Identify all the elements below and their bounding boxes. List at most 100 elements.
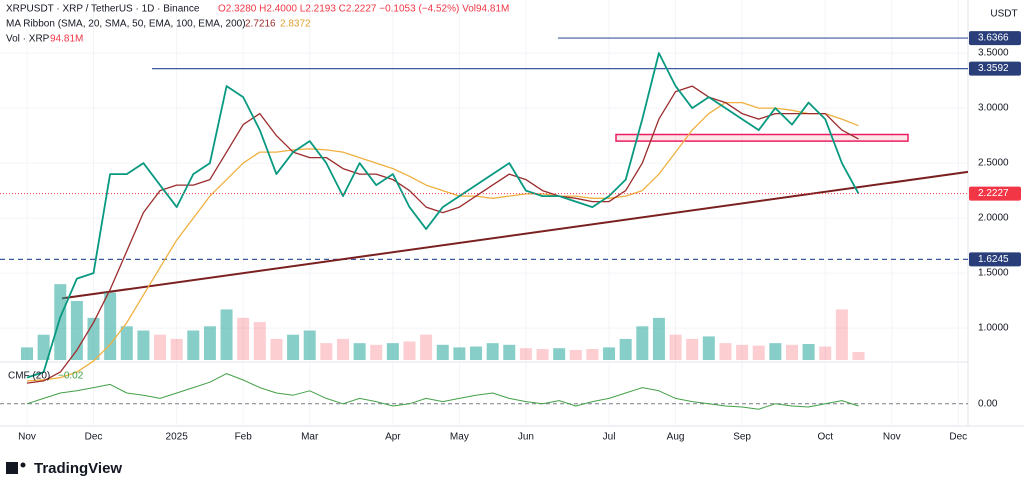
x-tick-label: Oct: [817, 432, 833, 443]
y-tick-label: 1.0000: [978, 323, 1009, 334]
volume-bar: [835, 309, 848, 360]
ribbon-label: MA Ribbon (SMA, 20, SMA, 50, EMA, 100, E…: [6, 19, 246, 30]
resistance-zone: [615, 133, 909, 142]
cmf-title: CMF (20): [8, 371, 50, 382]
volume-bar: [120, 326, 133, 360]
volume-bar: [486, 343, 499, 360]
marks: [0, 37, 969, 410]
volume-bar: [636, 326, 649, 360]
volume-bar: [403, 341, 416, 360]
volume-bar: [569, 349, 582, 360]
x-tick-label: 2025: [166, 432, 189, 443]
volume-bar: [719, 343, 732, 360]
moving-average: [26, 101, 859, 382]
moving-average: [26, 85, 859, 384]
x-tick-label: Feb: [235, 432, 253, 443]
logo: TradingView: [6, 460, 122, 477]
level-box: [969, 252, 1021, 267]
volume-value: 94.81M: [50, 34, 83, 45]
volume-bar: [187, 330, 200, 360]
y-tick-label: 1.5000: [978, 268, 1009, 279]
volume-bar: [270, 338, 283, 360]
brand: TradingView: [34, 460, 122, 477]
x-tick-label: Sep: [733, 432, 751, 443]
volume-bar: [420, 334, 433, 360]
volume-bar: [702, 336, 715, 360]
volume-bar: [819, 346, 832, 360]
x-tick-label: Apr: [385, 432, 401, 443]
volume-bar: [470, 346, 483, 360]
y-tick-label: 0.00: [978, 398, 998, 409]
volume-bar: [436, 344, 449, 360]
volume-bar: [536, 349, 549, 360]
volume-bar: [287, 334, 300, 360]
volume-label: Vol · XRP: [6, 34, 50, 45]
volume-bar: [736, 344, 749, 360]
volume-bar: [686, 338, 699, 360]
currency: USDT: [990, 9, 1017, 20]
volume-bar: [303, 330, 316, 360]
volume-bar: [87, 317, 100, 360]
volume-bar: [669, 334, 682, 360]
x-tick-label: May: [450, 432, 469, 443]
volume-bar: [553, 348, 566, 360]
cmf-line: [26, 373, 859, 410]
volume-bar: [603, 347, 616, 360]
volume-bar: [336, 338, 349, 360]
volume-bar: [370, 344, 383, 360]
volume-bar: [503, 344, 516, 360]
logo-mark: [20, 462, 26, 468]
trendline: [61, 170, 969, 300]
volume-bar: [519, 348, 532, 360]
ribbon-value: 2.8372: [280, 19, 311, 30]
volume-bar: [586, 349, 599, 360]
level-label: 3.3592: [978, 63, 1009, 74]
volume-bar: [253, 322, 266, 360]
labels: Nov Dec 2025 Feb Mar Apr May Jun Jul Aug Sep Oct Nov…: [18, 31, 1021, 443]
cmf-value: −0.02: [58, 371, 84, 382]
logo-mark: [6, 462, 18, 474]
volume-bar: [785, 344, 798, 360]
y-tick-label: 2.5000: [978, 158, 1009, 169]
volume-bar: [852, 352, 865, 360]
level-label: 1.6245: [978, 254, 1009, 265]
volume-bar: [54, 284, 67, 360]
volume-bar: [137, 330, 150, 360]
x-tick-label: Aug: [667, 432, 685, 443]
volume-bar: [37, 334, 50, 360]
x-tick-label: Dec: [949, 432, 967, 443]
volume-bar: [619, 338, 632, 360]
volume-bar: [220, 309, 233, 360]
y-tick-label: 3.5000: [978, 48, 1009, 59]
ohlc: O2.3280 H2.4000 L2.2193 C2.2227 −0.1053 …: [218, 4, 509, 15]
x-tick-label: Dec: [85, 432, 103, 443]
level-box: [969, 61, 1021, 76]
volume-bar: [21, 347, 33, 360]
price-line: [26, 52, 860, 379]
volume-bar: [320, 343, 333, 360]
y-tick-label: 3.0000: [978, 103, 1009, 114]
x-tick-label: Nov: [18, 432, 36, 443]
x-tick-label: Jul: [603, 432, 616, 443]
level-box: [969, 31, 1021, 46]
volume-bar: [802, 343, 815, 360]
volume-bar: [237, 317, 250, 360]
volume-bar: [752, 345, 765, 360]
ribbon-value: 2.7216: [245, 19, 276, 30]
volume-bar: [104, 292, 117, 360]
symbol: XRPUSDT · XRP / TetherUS · 1D · Binance: [6, 4, 200, 15]
y-tick-label: 2.0000: [978, 213, 1009, 224]
volume-bar: [170, 338, 183, 360]
volume-bar: [203, 326, 216, 360]
x-tick-label: Jun: [518, 432, 534, 443]
last-price-box: [969, 186, 1021, 201]
x-tick-label: Mar: [301, 432, 319, 443]
volume-bar: [353, 343, 366, 360]
level-label: 3.6366: [978, 33, 1009, 44]
x-tick-label: Nov: [883, 432, 901, 443]
volume-bar: [453, 347, 466, 360]
volume-bar: [769, 343, 782, 360]
volume-bar: [154, 334, 167, 360]
